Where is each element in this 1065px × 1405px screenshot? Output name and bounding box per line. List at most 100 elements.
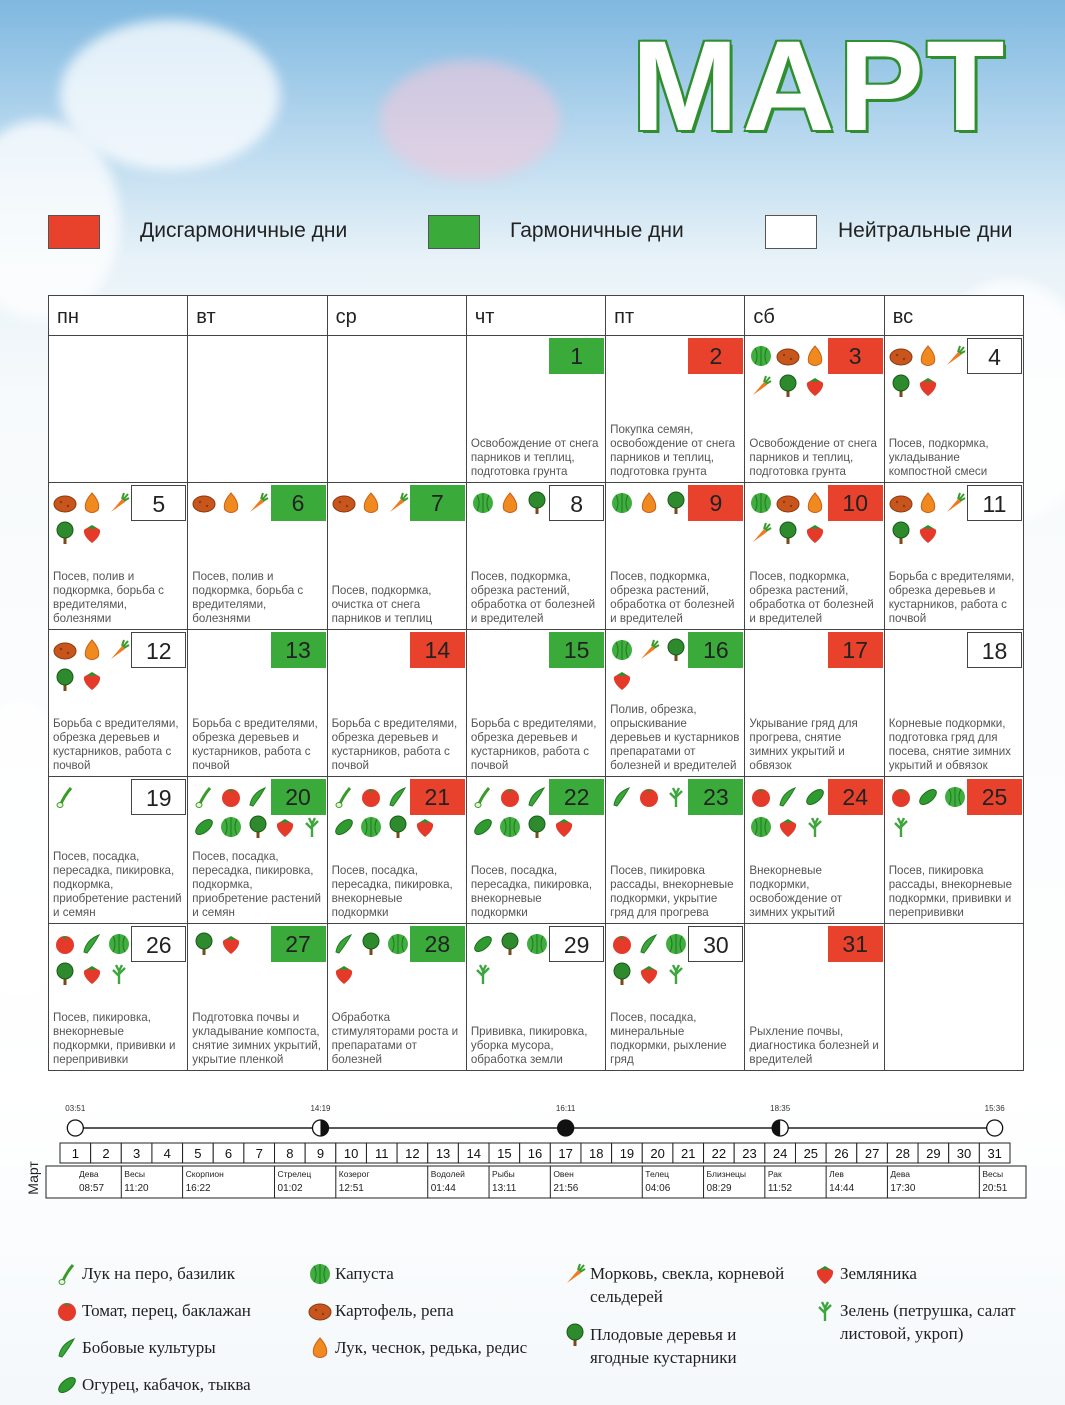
crop-icon (920, 492, 935, 513)
zodiac-sign: Овен (553, 1169, 574, 1179)
day-number: 16 (688, 632, 744, 668)
day-text: Корневые подкормки, подготовка гряд для … (888, 717, 1011, 772)
crop-icon (362, 932, 380, 955)
strip-day: 12 (405, 1146, 419, 1161)
crop-icon (918, 789, 937, 805)
icon-part (810, 378, 821, 382)
icon-part (613, 787, 631, 807)
day-number: 14 (409, 632, 465, 668)
crop-icon (640, 789, 659, 807)
strip-day: 31 (987, 1146, 1001, 1161)
icon-part (305, 817, 320, 837)
icon-part (752, 789, 771, 807)
crop-icon (944, 787, 965, 807)
icon-part (369, 945, 373, 955)
day-cell: 20 Посев, посадка, пересадка, пикировка, … (187, 776, 328, 924)
moon-time: 16:11 (556, 1104, 576, 1113)
icon-part (338, 966, 349, 970)
icon-part (222, 789, 241, 807)
icon-part (573, 1336, 577, 1346)
strip-day: 1 (72, 1146, 79, 1161)
crop-icon (641, 492, 657, 513)
moon-phase (66, 1119, 84, 1137)
strip-day: 19 (620, 1146, 634, 1161)
crop-icon (56, 962, 74, 985)
icon-part (84, 639, 100, 660)
crop-icon (806, 789, 825, 805)
zodiac-time: 14:44 (829, 1183, 854, 1194)
icon-part (260, 492, 269, 502)
day-cell: 4 Посев, подкормка, укладывание компостно… (883, 335, 1024, 483)
crop-label: Лук, чеснок, редька, редис (335, 1338, 528, 1357)
icon-part (669, 964, 683, 984)
day-cell: 22 Посев, посадка, пересадка, пикировка, … (465, 776, 607, 924)
day-number: 19 (131, 779, 187, 815)
strip-day: 26 (834, 1146, 848, 1161)
icon-part (389, 499, 404, 512)
icon-part (335, 802, 343, 808)
day-text: Посев, подкормка, обрезка растений, обра… (749, 570, 874, 625)
crop-icon (472, 493, 493, 513)
crop-icon (305, 817, 320, 837)
crop-icon (361, 789, 380, 807)
icon-part (899, 387, 903, 397)
crop-label: Бобовые культуры (82, 1338, 216, 1357)
crop-icon (641, 966, 658, 984)
crop-icon (669, 787, 683, 807)
crop-icon (528, 787, 545, 807)
day-number: 11 (966, 485, 1022, 521)
day-number: 18 (966, 632, 1022, 668)
icon-part (779, 787, 797, 807)
crop-icon (56, 668, 74, 691)
crop-icon (308, 1303, 332, 1321)
crop-icon (56, 936, 74, 954)
zodiac-sign: Весы (124, 1169, 145, 1179)
crop-icon (640, 934, 658, 954)
moon-time: 15:36 (985, 1104, 1006, 1113)
crop-icon (889, 348, 913, 366)
moon-phase (556, 1119, 575, 1137)
crop-icon (776, 495, 800, 513)
crop-icon (56, 787, 73, 808)
moon-timeline: 03:51 14:19 16:11 18:35 15:361 2 3 4 5 6 7 8 9 10 11 12… (25, 1104, 1027, 1199)
crop-icon (807, 525, 824, 543)
day-cell: 24 Внекорневые подкормки, освобождение от… (744, 776, 885, 924)
icon-part (87, 966, 97, 970)
strip-day-cell (978, 1142, 1011, 1164)
icon-part (314, 1308, 318, 1312)
crop-icon (807, 378, 824, 396)
crop-icon (892, 374, 910, 397)
icon-part (674, 651, 678, 661)
icon-part (667, 638, 685, 656)
crop-icon (475, 964, 490, 984)
strip-day: 16 (528, 1146, 542, 1161)
crop-icon (528, 815, 546, 838)
day-number: 23 (688, 779, 744, 815)
zodiac-sign: Телец (645, 1169, 669, 1179)
day-cell: 1 Освобождение от снега парников и теплиц… (465, 335, 607, 483)
icon-part (922, 378, 933, 382)
icon-part (528, 491, 546, 509)
crop-icon (195, 819, 214, 835)
day-text: Посев, посадка, пересадка, пикировка, вн… (470, 864, 593, 919)
day-text: Посев, пикировка рассады, внекорневые по… (610, 864, 734, 919)
strip-day: 30 (957, 1146, 971, 1161)
icon-part (763, 375, 772, 385)
weekday-header: вт (187, 295, 328, 336)
day-number: 17 (827, 632, 883, 668)
crop-icon (310, 1264, 330, 1284)
day-cell (883, 923, 1024, 1071)
day-number: 28 (409, 926, 465, 962)
crop-icon (249, 787, 267, 807)
icon-part (920, 492, 935, 513)
crop-icon (389, 492, 409, 512)
icon-part (56, 521, 74, 539)
moon-time: 14:19 (310, 1104, 331, 1113)
icon-part (754, 346, 768, 366)
zodiac-time: 11:52 (768, 1183, 793, 1194)
strip-day: 2 (102, 1146, 109, 1161)
icon-part (807, 380, 824, 396)
crop-icon (111, 492, 130, 512)
crop-label: Морковь, свекла, корневой сельдерей (590, 1264, 785, 1306)
icon-part (555, 821, 572, 837)
